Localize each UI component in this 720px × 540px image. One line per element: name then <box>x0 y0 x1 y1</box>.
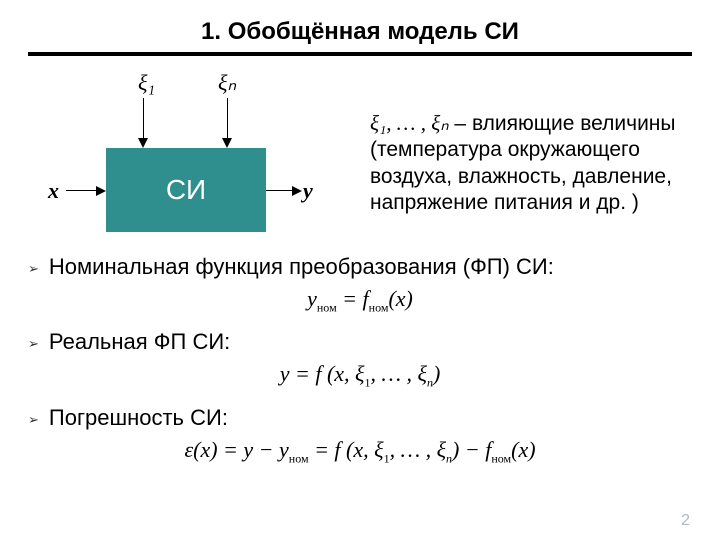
bullet-3-text: Погрешность СИ: <box>49 405 228 431</box>
bullet-3: ➢ Погрешность СИ: <box>28 405 692 431</box>
xi1-arrow <box>142 98 144 148</box>
xin-arrow <box>226 98 228 148</box>
bullet-glyph: ➢ <box>28 412 39 428</box>
bullet-2-text: Реальная ФП СИ: <box>49 329 230 355</box>
xin-label: ξₙ <box>218 70 236 96</box>
arrow-in <box>66 190 106 192</box>
bullet-2: ➢ Реальная ФП СИ: <box>28 329 692 355</box>
output-y: y <box>303 178 313 204</box>
formula-2: y = f (x, ξ1, … , ξn) <box>28 361 692 390</box>
arrow-out <box>266 190 302 192</box>
xi-range: ξ₁, … , ξₙ <box>370 111 449 135</box>
top-row: ξ₁ ξₙ x СИ y ξ₁, … , ξₙ – влияющие велич… <box>28 70 692 240</box>
dash: – <box>449 112 472 135</box>
xi1-label: ξ₁ <box>138 70 155 96</box>
input-x: x <box>48 178 59 204</box>
bullet-1-text: Номинальная функция преобразования (ФП) … <box>49 254 554 280</box>
formula-3: ε(x) = y − yном = f (x, ξ1, … , ξn) − fн… <box>28 437 692 466</box>
slide-title: 1. Обобщённая модель СИ <box>28 18 692 46</box>
bullet-glyph: ➢ <box>28 261 39 277</box>
title-underline <box>28 52 692 56</box>
explain-text: ξ₁, … , ξₙ – влияющие величины (температ… <box>370 70 692 216</box>
si-box: СИ <box>106 148 266 232</box>
si-diagram: ξ₁ ξₙ x СИ y <box>28 70 348 240</box>
bullet-1: ➢ Номинальная функция преобразования (ФП… <box>28 254 692 280</box>
bullet-glyph: ➢ <box>28 336 39 352</box>
slide-number: 2 <box>681 512 690 530</box>
formula-1: yном = fном(x) <box>28 286 692 315</box>
